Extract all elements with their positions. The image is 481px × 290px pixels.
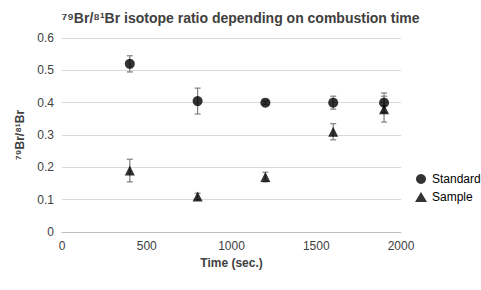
svg-text:0.6: 0.6	[37, 31, 54, 45]
svg-text:Standard: Standard	[432, 172, 481, 186]
svg-text:0.1: 0.1	[37, 193, 54, 207]
svg-text:1500: 1500	[303, 239, 330, 253]
svg-text:Sample: Sample	[432, 190, 473, 204]
svg-text:0.5: 0.5	[37, 63, 54, 77]
svg-text:0.4: 0.4	[37, 96, 54, 110]
svg-text:⁷⁹Br/⁸¹Br: ⁷⁹Br/⁸¹Br	[13, 110, 27, 161]
svg-text:0.2: 0.2	[37, 160, 54, 174]
svg-text:0: 0	[59, 239, 66, 253]
svg-text:Time (sec.): Time (sec.)	[200, 256, 262, 270]
svg-text:1000: 1000	[218, 239, 245, 253]
svg-text:0: 0	[47, 225, 54, 239]
svg-text:2000: 2000	[388, 239, 415, 253]
svg-text:0.3: 0.3	[37, 128, 54, 142]
svg-text:500: 500	[137, 239, 157, 253]
svg-text:⁷⁹Br/⁸¹Br isotope ratio depend: ⁷⁹Br/⁸¹Br isotope ratio depending on com…	[61, 10, 419, 26]
